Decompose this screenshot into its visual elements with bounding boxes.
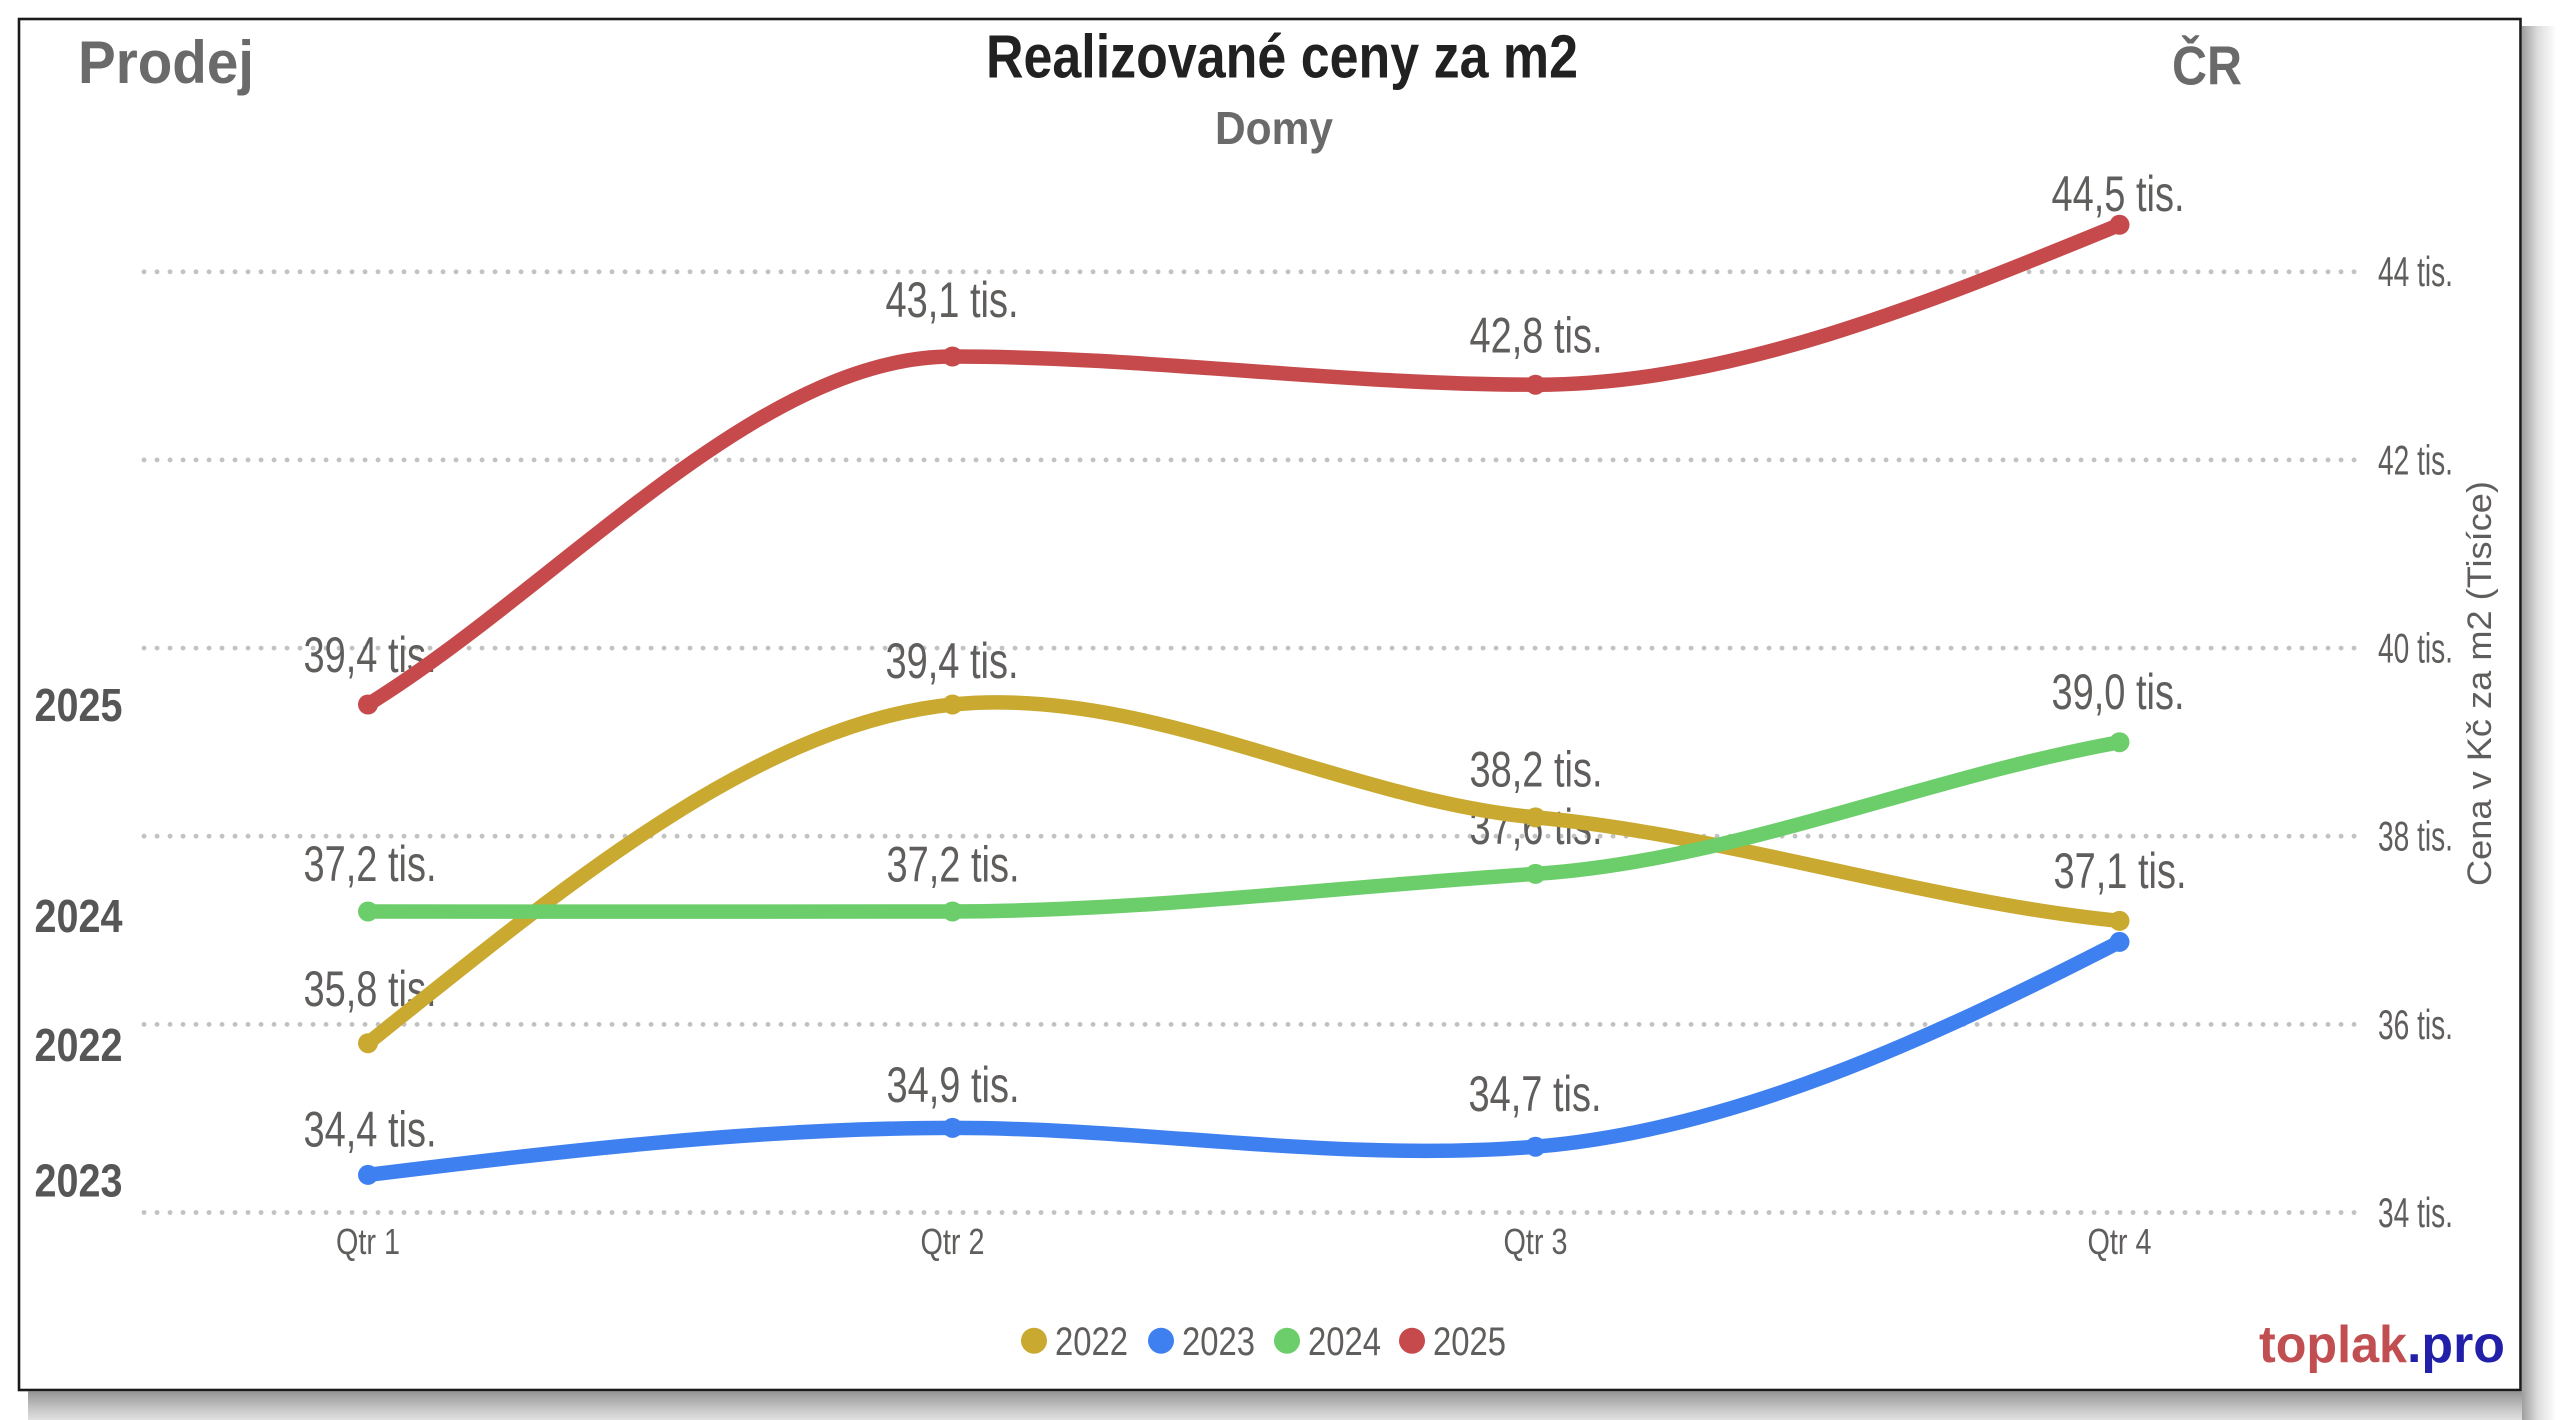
svg-text:2023: 2023 [1182,1320,1255,1364]
svg-text:34,9 tis.: 34,9 tis. [887,1057,1020,1113]
svg-text:37,2 tis.: 37,2 tis. [304,836,437,892]
svg-text:2025: 2025 [35,679,123,731]
svg-text:.pro: .pro [2407,1316,2505,1374]
svg-text:Qtr 3: Qtr 3 [1504,1221,1568,1262]
svg-text:37,2 tis.: 37,2 tis. [887,837,1020,893]
svg-text:2024: 2024 [1308,1320,1381,1364]
svg-text:Domy: Domy [1215,102,1333,154]
svg-text:36 tis.: 36 tis. [2378,1001,2453,1048]
svg-text:44,5 tis.: 44,5 tis. [2052,166,2185,222]
svg-text:42 tis.: 42 tis. [2378,436,2453,483]
svg-text:ČR: ČR [2172,35,2242,97]
svg-text:Qtr 4: Qtr 4 [2088,1221,2152,1262]
svg-text:38 tis.: 38 tis. [2378,813,2453,860]
svg-text:Prodej: Prodej [78,29,254,96]
svg-text:2022: 2022 [1055,1320,1128,1364]
svg-text:2022: 2022 [35,1019,123,1071]
svg-text:Qtr 1: Qtr 1 [336,1221,400,1262]
svg-text:42,8 tis.: 42,8 tis. [1470,308,1603,364]
svg-text:34,7 tis.: 34,7 tis. [1469,1066,1602,1122]
svg-text:34,4 tis.: 34,4 tis. [304,1101,437,1157]
svg-text:Cena v Kč za m2 (Tisíce): Cena v Kč za m2 (Tisíce) [2461,481,2499,886]
svg-text:37,1 tis.: 37,1 tis. [2054,843,2187,899]
svg-text:34 tis.: 34 tis. [2378,1189,2453,1236]
svg-text:39,4 tis.: 39,4 tis. [886,633,1019,689]
svg-text:toplak: toplak [2259,1316,2407,1374]
svg-text:2024: 2024 [35,890,123,942]
svg-text:38,2 tis.: 38,2 tis. [1470,741,1603,797]
svg-text:44 tis.: 44 tis. [2378,248,2453,295]
svg-text:2023: 2023 [35,1155,123,1207]
svg-text:43,1 tis.: 43,1 tis. [886,272,1019,328]
svg-text:Realizované ceny za m2: Realizované ceny za m2 [986,23,1578,91]
svg-text:40 tis.: 40 tis. [2378,625,2453,672]
svg-text:2025: 2025 [1433,1320,1506,1364]
svg-text:39,0 tis.: 39,0 tis. [2052,664,2185,720]
svg-text:Qtr 2: Qtr 2 [921,1221,985,1262]
